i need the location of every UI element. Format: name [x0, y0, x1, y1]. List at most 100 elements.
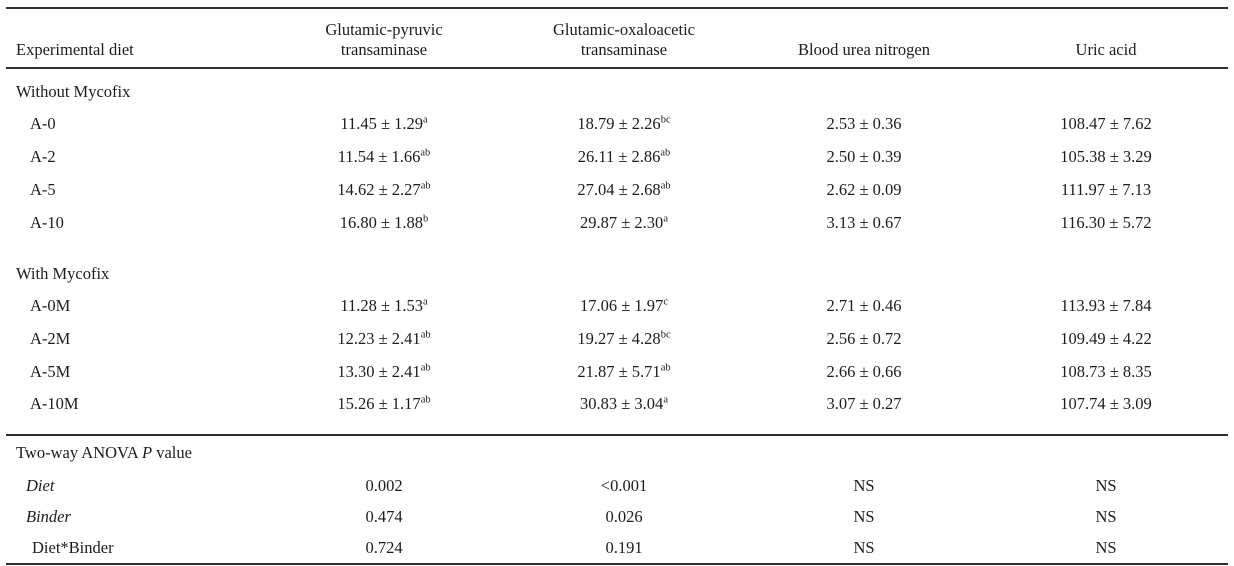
significance-superscript: ab	[420, 394, 431, 406]
cell-got: 19.27 ± 4.28bc	[577, 328, 671, 348]
cell-bun-pvalue: NS	[853, 475, 875, 495]
diet-label: A-0	[30, 113, 56, 133]
anova-row-diet-binder-interaction: Diet*Binder 0.724 0.191 NS NS	[6, 532, 1228, 565]
anova-row-diet: Diet 0.002 <0.001 NS NS	[6, 470, 1228, 501]
table-row-a2: A-2 11.54 ± 1.66ab 26.11 ± 2.86ab 2.50 ±…	[6, 140, 1228, 173]
diet-label: A-10M	[30, 394, 79, 413]
anova-factor-label: Binder	[26, 506, 71, 526]
cell-gpt-pvalue: 0.474	[365, 506, 403, 526]
significance-superscript: c	[663, 296, 668, 307]
cell-gpt: 16.80 ± 1.88b	[339, 212, 429, 232]
significance-superscript: b	[423, 213, 429, 224]
diet-label: A-5M	[30, 361, 71, 381]
significance-superscript: ab	[420, 362, 431, 373]
p-value-symbol: P	[141, 443, 153, 462]
cell-bun: 2.56 ± 0.72	[826, 328, 902, 348]
significance-superscript: ab	[420, 147, 431, 158]
cell-gpt: 12.23 ± 2.41ab	[337, 328, 431, 348]
cell-gpt: 14.62 ± 2.27ab	[337, 179, 431, 199]
cell-gpt: 11.45 ± 1.29a	[340, 113, 428, 133]
significance-superscript: ab	[660, 180, 671, 191]
table-row-a0m: A-0M 11.28 ± 1.53a 17.06 ± 1.97c 2.71 ± …	[6, 289, 1228, 322]
cell-bun: 2.53 ± 0.36	[826, 113, 902, 133]
cell-uric: 105.38 ± 3.29	[1060, 146, 1152, 166]
cell-got: 29.87 ± 2.30a	[580, 212, 668, 232]
anova-factor-label: Diet	[26, 475, 55, 495]
anova-section-title: Two-way ANOVA P value	[6, 434, 1228, 470]
anova-row-binder: Binder 0.474 0.026 NS NS	[6, 501, 1228, 532]
significance-superscript: ab	[660, 362, 671, 373]
cell-uric: 113.93 ± 7.84	[1060, 295, 1152, 315]
table-row-a10m: A-10M 15.26 ± 1.17ab 30.83 ± 3.04a 3.07 …	[6, 388, 1228, 435]
cell-uric: 107.74 ± 3.09	[1060, 394, 1152, 413]
cell-gpt-pvalue: 0.002	[365, 475, 403, 495]
cell-got: 30.83 ± 3.04a	[580, 394, 668, 413]
table-row-a2m: A-2M 12.23 ± 2.41ab 19.27 ± 4.28bc 2.56 …	[6, 322, 1228, 355]
cell-uric: 116.30 ± 5.72	[1060, 212, 1152, 232]
cell-bun: 3.13 ± 0.67	[826, 212, 902, 232]
diet-label: A-10	[30, 212, 64, 232]
diet-label: A-2	[30, 146, 56, 166]
section-label: With Mycofix	[16, 264, 110, 283]
diet-label: A-5	[30, 179, 56, 199]
cell-uric: 111.97 ± 7.13	[1060, 179, 1152, 199]
table-row-a5m: A-5M 13.30 ± 2.41ab 21.87 ± 5.71ab 2.66 …	[6, 355, 1228, 388]
table-row-a5: A-5 14.62 ± 2.27ab 27.04 ± 2.68ab 2.62 ±…	[6, 173, 1228, 206]
table-row-a10: A-10 16.80 ± 1.88b 29.87 ± 2.30a 3.13 ± …	[6, 206, 1228, 239]
header-row: Experimental diet Glutamic-pyruvic trans…	[6, 7, 1228, 69]
cell-got: 27.04 ± 2.68ab	[577, 179, 671, 199]
cell-uric: 108.47 ± 7.62	[1060, 113, 1152, 133]
significance-superscript: bc	[660, 114, 671, 125]
column-header-got: Glutamic-oxaloacetic transaminase	[504, 7, 744, 69]
cell-gpt-pvalue: 0.724	[264, 532, 504, 565]
cell-uric: 108.73 ± 8.35	[1060, 361, 1152, 381]
column-header-got-line2: transaminase	[580, 40, 668, 59]
section-row-without-mycofix: Without Mycofix	[6, 68, 1228, 107]
cell-got-pvalue: 0.191	[504, 532, 744, 565]
cell-got-pvalue: 0.026	[605, 506, 643, 526]
cell-got: 18.79 ± 2.26bc	[577, 113, 671, 133]
cell-bun: 2.50 ± 0.39	[826, 146, 902, 166]
column-header-gpt-line1: Glutamic-pyruvic	[325, 20, 443, 39]
cell-uric: 109.49 ± 4.22	[1060, 328, 1152, 348]
column-header-got-line1: Glutamic-oxaloacetic	[552, 20, 695, 39]
diet-label: A-0M	[30, 295, 71, 315]
significance-superscript: ab	[420, 180, 431, 191]
table-row-a0: A-0 11.45 ± 1.29a 18.79 ± 2.26bc 2.53 ± …	[6, 107, 1228, 140]
cell-got: 21.87 ± 5.71ab	[577, 361, 671, 381]
cell-uric-pvalue: NS	[1095, 475, 1117, 495]
column-header-uric-acid: Uric acid	[984, 7, 1228, 69]
column-header-gpt: Glutamic-pyruvic transaminase	[264, 7, 504, 69]
cell-bun: 2.62 ± 0.09	[826, 179, 902, 199]
anova-section-title-row: Two-way ANOVA P value	[6, 434, 1228, 470]
cell-bun: 2.66 ± 0.66	[826, 361, 902, 381]
diet-label: A-2M	[30, 328, 71, 348]
cell-bun: 2.71 ± 0.46	[826, 295, 902, 315]
significance-superscript: bc	[660, 329, 671, 340]
column-header-bun: Blood urea nitrogen	[744, 7, 984, 69]
cell-got: 17.06 ± 1.97c	[580, 295, 668, 315]
cell-got: 26.11 ± 2.86ab	[577, 146, 671, 166]
column-header-gpt-line2: transaminase	[340, 40, 428, 59]
cell-uric-pvalue: NS	[984, 532, 1228, 565]
section-label: Without Mycofix	[16, 82, 131, 101]
anova-results-table: Experimental diet Glutamic-pyruvic trans…	[6, 7, 1228, 565]
section-row-with-mycofix: With Mycofix	[6, 239, 1228, 289]
significance-superscript: a	[423, 114, 428, 125]
cell-gpt: 11.54 ± 1.66ab	[337, 146, 431, 166]
significance-superscript: a	[663, 394, 668, 406]
significance-superscript: ab	[660, 147, 671, 158]
significance-superscript: a	[423, 296, 428, 307]
cell-bun: 3.07 ± 0.27	[826, 394, 902, 413]
cell-got-pvalue: <0.001	[600, 475, 648, 495]
cell-gpt: 13.30 ± 2.41ab	[337, 361, 431, 381]
anova-factor-label: Diet*Binder	[6, 532, 264, 565]
significance-superscript: a	[663, 213, 668, 224]
cell-gpt: 15.26 ± 1.17ab	[337, 394, 431, 413]
cell-bun-pvalue: NS	[853, 506, 875, 526]
cell-gpt: 11.28 ± 1.53a	[340, 295, 428, 315]
column-header-experimental-diet: Experimental diet	[6, 7, 264, 69]
cell-bun-pvalue: NS	[744, 532, 984, 565]
significance-superscript: ab	[420, 329, 431, 340]
cell-uric-pvalue: NS	[1095, 506, 1117, 526]
